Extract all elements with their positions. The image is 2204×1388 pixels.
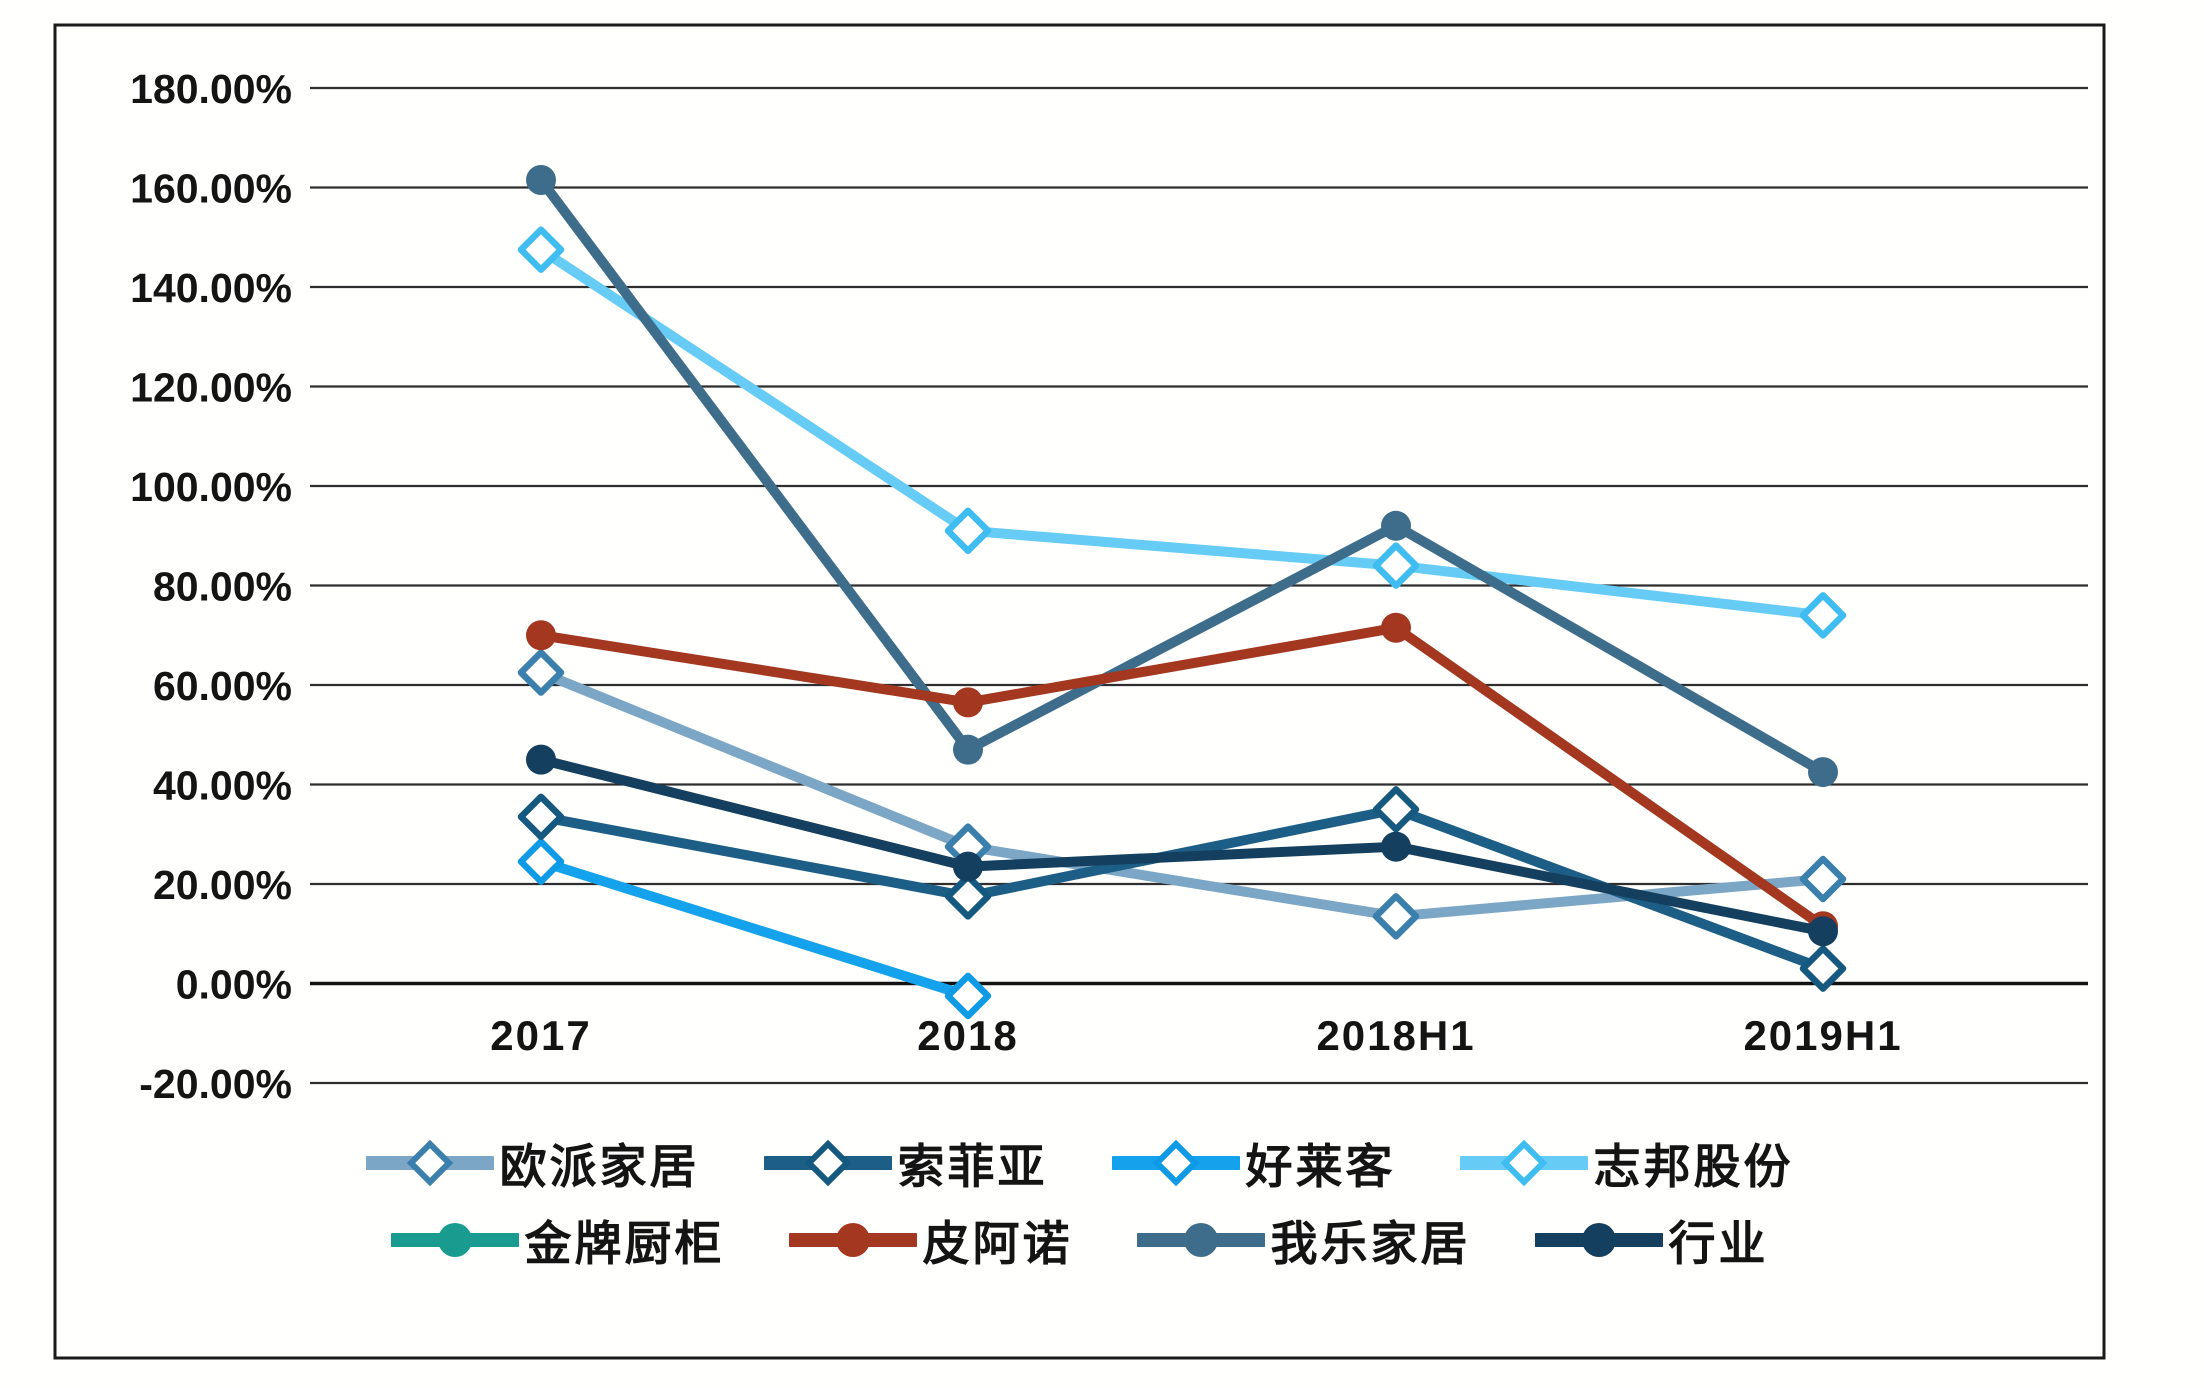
series-line-好莱客 xyxy=(536,856,973,1001)
y-axis-tick-label: 20.00% xyxy=(153,862,292,908)
legend-label: 欧派家居 xyxy=(499,1140,700,1193)
legend-diamond-marker-icon xyxy=(1459,1139,1588,1186)
x-axis-tick-label: 2018 xyxy=(917,1012,1018,1059)
data-point-diamond xyxy=(944,507,992,555)
data-point-diamond xyxy=(1372,786,1420,833)
data-point-diamond xyxy=(517,838,565,885)
y-axis-tick-label: 100.00% xyxy=(130,464,292,510)
y-axis-tick-label: -20.00% xyxy=(139,1061,292,1107)
legend-circle-marker-icon xyxy=(1534,1222,1663,1257)
chart-legend: 欧派家居 索菲亚 好莱客 志邦股份金牌厨柜 皮阿诺 我乐家居 行业 xyxy=(55,1128,2104,1274)
legend-circle-marker-icon xyxy=(788,1222,917,1257)
legend-row: 金牌厨柜 皮阿诺 我乐家居 行业 xyxy=(390,1205,1769,1274)
data-point-circle xyxy=(1808,916,1838,947)
series-line-我乐家居 xyxy=(536,175,1828,778)
series-line-皮阿诺 xyxy=(536,622,1828,932)
legend-item-索菲亚: 索菲亚 xyxy=(763,1128,1048,1197)
legend-item-我乐家居: 我乐家居 xyxy=(1136,1205,1471,1274)
legend-item-志邦股份: 志邦股份 xyxy=(1459,1128,1794,1197)
legend-label: 皮阿诺 xyxy=(922,1217,1073,1270)
data-point-circle xyxy=(953,734,983,765)
data-point-circle xyxy=(1381,510,1411,541)
legend-label: 行业 xyxy=(1668,1217,1769,1270)
x-axis-tick-label: 2017 xyxy=(490,1012,591,1059)
legend-row: 欧派家居 索菲亚 好莱客 志邦股份 xyxy=(365,1128,1794,1197)
data-point-circle xyxy=(1381,831,1411,862)
data-point-diamond xyxy=(1372,893,1420,940)
y-axis-tick-label: 80.00% xyxy=(153,564,292,610)
y-axis-tick-label: 40.00% xyxy=(153,763,292,809)
data-point-circle xyxy=(526,165,556,196)
legend-circle-marker-icon xyxy=(1136,1222,1265,1257)
y-axis-tick-label: 180.00% xyxy=(130,66,292,112)
y-axis-tick-label: 140.00% xyxy=(130,265,292,311)
series-line-志邦股份 xyxy=(536,244,1828,621)
x-axis-tick-label: 2018H1 xyxy=(1316,1012,1475,1059)
data-point-circle xyxy=(526,744,556,775)
legend-item-好莱客: 好莱客 xyxy=(1111,1128,1396,1197)
legend-item-欧派家居: 欧派家居 xyxy=(365,1128,700,1197)
data-point-diamond xyxy=(517,649,565,696)
data-point-diamond xyxy=(944,873,992,920)
y-axis-tick-label: 0.00% xyxy=(176,962,292,1008)
chart-frame xyxy=(53,23,2106,1360)
legend-label: 志邦股份 xyxy=(1593,1140,1794,1193)
legend-diamond-marker-icon xyxy=(365,1139,494,1186)
legend-diamond-marker-icon xyxy=(763,1139,892,1186)
data-point-diamond xyxy=(1799,945,1847,992)
legend-item-皮阿诺: 皮阿诺 xyxy=(788,1205,1073,1274)
legend-circle-marker-icon xyxy=(390,1222,519,1257)
legend-item-金牌厨柜: 金牌厨柜 xyxy=(390,1205,725,1274)
data-point-diamond xyxy=(1372,542,1420,589)
y-axis-tick-label: 160.00% xyxy=(130,166,292,212)
legend-label: 金牌厨柜 xyxy=(524,1217,725,1270)
y-axis-tick-label: 120.00% xyxy=(130,365,292,411)
legend-label: 索菲亚 xyxy=(897,1140,1048,1193)
data-point-diamond xyxy=(944,972,992,1020)
series-line-欧派家居 xyxy=(536,667,1828,922)
legend-item-行业: 行业 xyxy=(1534,1205,1769,1274)
series-line-行业 xyxy=(536,754,1828,937)
data-point-circle xyxy=(953,687,983,718)
legend-label: 我乐家居 xyxy=(1270,1217,1471,1270)
legend-label: 好莱客 xyxy=(1245,1140,1396,1193)
y-axis-tick-label: 60.00% xyxy=(153,663,292,709)
data-point-diamond xyxy=(517,226,565,273)
data-point-diamond xyxy=(1799,855,1847,903)
data-point-circle xyxy=(526,620,556,651)
data-point-diamond xyxy=(517,793,565,841)
data-point-diamond xyxy=(1799,592,1847,639)
legend-diamond-marker-icon xyxy=(1111,1139,1240,1186)
data-point-circle xyxy=(953,851,983,882)
data-point-circle xyxy=(1808,757,1838,788)
x-axis-tick-label: 2019H1 xyxy=(1743,1012,1902,1059)
data-point-circle xyxy=(1381,612,1411,643)
